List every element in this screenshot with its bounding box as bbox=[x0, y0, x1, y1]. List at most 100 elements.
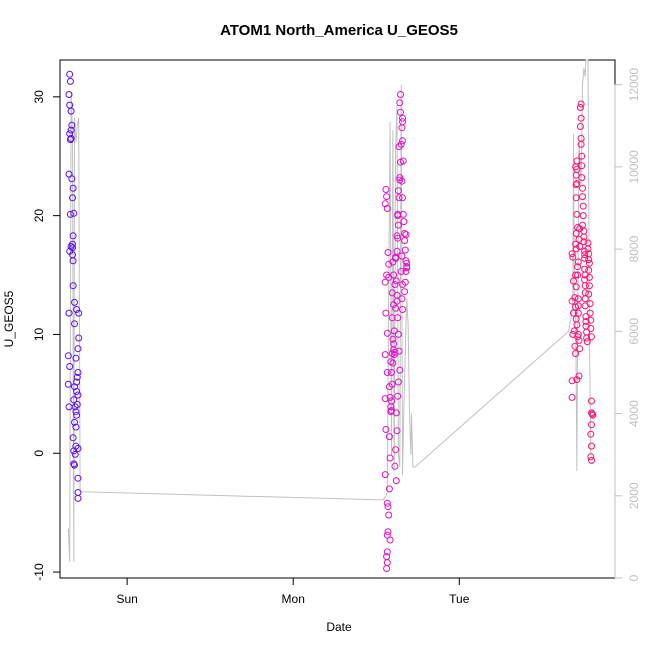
data-point bbox=[578, 174, 586, 182]
x-tick-label: Mon bbox=[282, 592, 305, 606]
plot-frame bbox=[59, 59, 616, 579]
data-point bbox=[391, 281, 399, 288]
data-point bbox=[383, 559, 391, 567]
data-point bbox=[393, 291, 401, 299]
data-point bbox=[572, 271, 580, 279]
data-point bbox=[393, 232, 401, 240]
data-point bbox=[72, 423, 80, 431]
y-axis-label: U_GEOS5 bbox=[2, 290, 16, 347]
data-point bbox=[383, 548, 391, 556]
data-point bbox=[69, 194, 76, 202]
data-point bbox=[581, 251, 589, 259]
data-point bbox=[572, 283, 580, 291]
data-point bbox=[583, 338, 591, 346]
data-point bbox=[384, 503, 392, 511]
data-point bbox=[568, 250, 576, 258]
data-point bbox=[586, 300, 594, 308]
data-point bbox=[70, 460, 78, 468]
data-point bbox=[576, 243, 584, 250]
data-point bbox=[383, 193, 391, 201]
data-point bbox=[385, 433, 393, 441]
data-point bbox=[579, 212, 587, 220]
data-point bbox=[585, 290, 593, 298]
data-point bbox=[66, 130, 74, 138]
data-point bbox=[573, 165, 581, 173]
data-point bbox=[578, 152, 586, 160]
points-layer bbox=[64, 70, 597, 572]
data-point bbox=[383, 329, 391, 337]
data-point bbox=[398, 124, 406, 132]
data-point bbox=[577, 134, 585, 142]
data-point bbox=[66, 363, 74, 370]
data-point bbox=[383, 565, 391, 572]
data-point bbox=[582, 317, 590, 325]
data-point bbox=[67, 134, 75, 142]
data-point bbox=[397, 91, 404, 98]
data-point bbox=[69, 434, 77, 442]
data-point bbox=[66, 70, 74, 78]
data-point bbox=[390, 340, 398, 348]
data-point bbox=[581, 282, 589, 290]
data-point bbox=[587, 453, 595, 461]
data-point bbox=[66, 210, 74, 218]
data-point bbox=[74, 445, 82, 452]
data-point bbox=[588, 397, 595, 405]
data-point bbox=[386, 393, 394, 401]
data-point bbox=[70, 396, 78, 404]
data-point bbox=[395, 347, 403, 355]
data-point bbox=[583, 334, 591, 342]
data-point bbox=[392, 446, 400, 454]
data-point bbox=[381, 471, 389, 479]
secondary-y-tick-label: 0 bbox=[627, 574, 641, 581]
data-point bbox=[577, 114, 585, 122]
data-point bbox=[582, 313, 590, 321]
secondary-line-layer bbox=[67, 59, 592, 562]
data-point bbox=[399, 137, 406, 145]
data-point bbox=[577, 140, 585, 148]
data-point bbox=[402, 268, 410, 275]
x-tick-label: Sun bbox=[116, 592, 137, 606]
data-point bbox=[67, 107, 75, 115]
data-point bbox=[399, 157, 407, 165]
data-point bbox=[579, 184, 586, 192]
data-point bbox=[71, 450, 79, 458]
data-point bbox=[74, 391, 82, 399]
secondary-y-tick-label: 6000 bbox=[627, 318, 641, 345]
data-point bbox=[400, 218, 408, 226]
data-point bbox=[395, 143, 403, 151]
data-point bbox=[399, 194, 406, 202]
data-point bbox=[395, 194, 403, 202]
data-point bbox=[572, 181, 580, 189]
data-point bbox=[576, 104, 584, 111]
data-point bbox=[399, 210, 407, 218]
data-point bbox=[396, 366, 404, 374]
data-point bbox=[587, 325, 595, 332]
data-point bbox=[390, 271, 398, 279]
data-point bbox=[72, 408, 80, 416]
secondary-y-tick-label: 4000 bbox=[627, 400, 641, 427]
data-point bbox=[71, 298, 78, 306]
data-point bbox=[572, 194, 580, 202]
data-point bbox=[574, 271, 582, 279]
x-axis: Sun Mon Tue bbox=[116, 578, 470, 606]
data-point bbox=[581, 295, 589, 303]
data-point bbox=[572, 245, 580, 253]
data-point bbox=[585, 282, 593, 290]
data-point bbox=[396, 99, 404, 107]
data-point bbox=[573, 376, 581, 384]
data-point bbox=[585, 266, 593, 274]
data-point bbox=[401, 288, 409, 296]
data-point bbox=[577, 100, 585, 108]
data-point bbox=[399, 281, 406, 288]
data-point bbox=[398, 177, 406, 185]
data-point bbox=[399, 306, 406, 313]
data-point bbox=[75, 334, 83, 342]
data-point bbox=[576, 345, 584, 353]
data-point bbox=[584, 239, 592, 247]
data-point bbox=[585, 273, 593, 281]
data-point bbox=[73, 306, 81, 313]
data-point bbox=[392, 304, 400, 312]
data-point bbox=[586, 309, 594, 317]
data-point bbox=[74, 474, 82, 482]
data-point bbox=[393, 427, 401, 435]
